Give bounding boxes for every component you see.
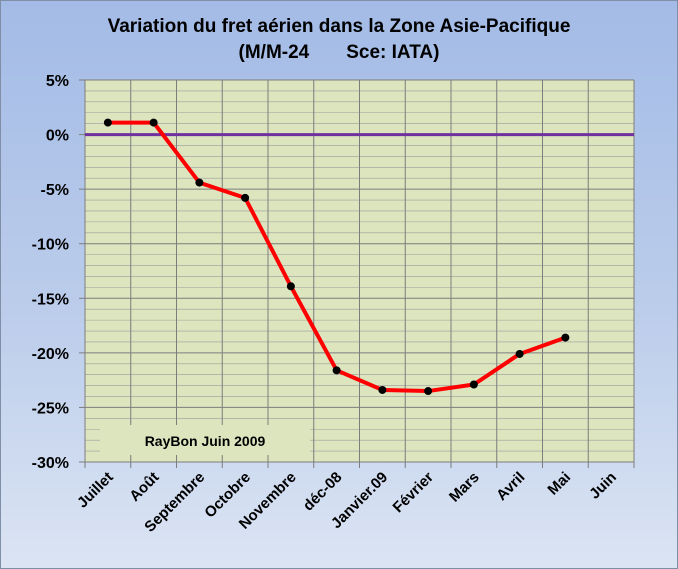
data-point [103, 118, 112, 127]
x-tick-label: déc-08 [300, 469, 346, 515]
x-tick-label: Mars [446, 469, 483, 506]
y-tick-label: -10% [32, 237, 69, 254]
y-tick-label: -20% [32, 346, 69, 363]
title-line: Variation du fret aérien dans la Zone As… [107, 16, 571, 37]
subtitle-line: (M/M-24 Sce: IATA) [238, 42, 440, 63]
chart-title: Variation du fret aérien dans la Zone As… [0, 14, 678, 66]
data-point [332, 366, 341, 375]
annotation-text: RayBon Juin 2009 [145, 433, 266, 449]
x-tick-label: Mai [544, 469, 574, 499]
data-point [378, 385, 387, 394]
data-point [561, 333, 570, 342]
y-tick-label: -15% [32, 291, 69, 308]
x-tick-label: Juin [586, 469, 620, 503]
y-tick-label: 5% [46, 73, 69, 90]
x-tick-label: Février [390, 469, 438, 517]
data-point [195, 178, 204, 187]
x-tick-label: Avril [493, 469, 528, 504]
data-point [241, 193, 250, 202]
y-tick-label: 0% [46, 128, 69, 145]
data-point [469, 380, 478, 389]
x-tick-label: Août [126, 469, 162, 505]
data-point [424, 387, 433, 396]
y-tick-label: -5% [41, 182, 69, 199]
data-point [286, 282, 295, 291]
y-tick-label: -30% [32, 455, 69, 472]
annotation-box [100, 425, 310, 455]
data-point [149, 118, 158, 127]
y-tick-label: -25% [32, 400, 69, 417]
x-tick-label: Juillet [74, 469, 117, 512]
data-point [515, 349, 524, 358]
